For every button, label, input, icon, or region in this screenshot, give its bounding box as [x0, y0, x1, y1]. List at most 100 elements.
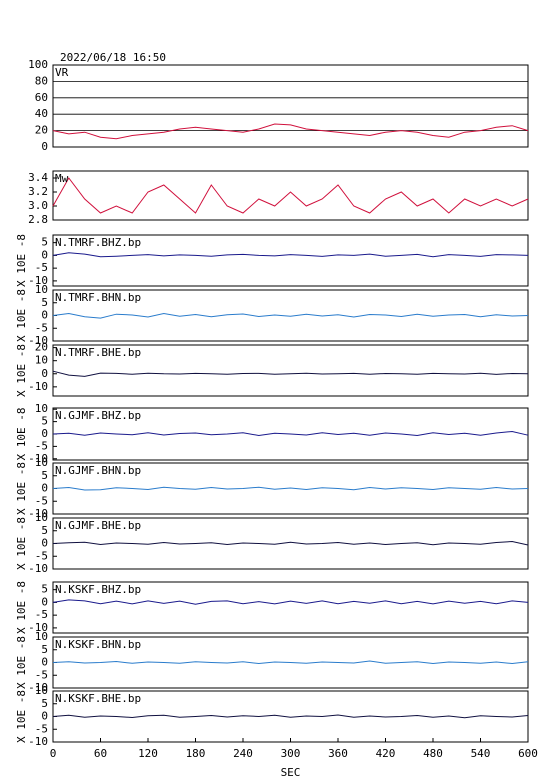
x-tick-label: 600: [518, 747, 538, 760]
y-axis-label: X 10E -8: [15, 690, 28, 743]
series-line: [52, 123, 529, 140]
y-tick-label: 10: [35, 354, 48, 367]
y-tick-label: 100: [28, 58, 48, 71]
y-tick-label: 5: [41, 583, 48, 596]
y-tick-label: -10: [28, 681, 48, 694]
y-tick-label: 0: [41, 595, 48, 608]
y-axis-label: X 10E -8: [15, 636, 28, 689]
y-tick-label: -10: [28, 452, 48, 465]
panel-frame: [52, 170, 529, 221]
y-tick-label: 3.4: [28, 171, 48, 184]
y-tick-label: 10: [35, 511, 48, 524]
x-tick-label: 120: [138, 747, 158, 760]
y-tick-label: -10: [28, 380, 48, 393]
y-tick-label: 5: [41, 697, 48, 710]
y-tick-label: 10: [35, 456, 48, 469]
y-tick-label: -5: [35, 549, 48, 562]
series-label: N.TMRF.BHN.bp: [55, 291, 141, 304]
y-tick-label: -5: [35, 494, 48, 507]
y-tick-label: 10: [35, 630, 48, 643]
series-label: N.GJMF.BHE.bp: [55, 519, 141, 532]
x-tick-label: 300: [281, 747, 301, 760]
y-tick-label: 0: [41, 309, 48, 322]
series-line: [52, 370, 529, 377]
series-label: N.KSKF.BHN.bp: [55, 638, 141, 651]
y-tick-label: -10: [28, 334, 48, 347]
x-tick-label: 240: [233, 747, 253, 760]
series-label: N.GJMF.BHZ.bp: [55, 409, 141, 422]
series-label: N.KSKF.BHE.bp: [55, 692, 141, 705]
series-label: Mw: [55, 172, 69, 185]
y-tick-label: -5: [35, 608, 48, 621]
y-tick-label: -10: [28, 507, 48, 520]
y-axis-label: X 10E -8: [15, 289, 28, 342]
y-tick-label: 5: [41, 524, 48, 537]
series-label: N.GJMF.BHN.bp: [55, 464, 141, 477]
chart-title: 2022/06/18 16:50: [60, 51, 166, 64]
y-axis-label: X 10E -8: [15, 408, 28, 461]
series-label: N.TMRF.BHZ.bp: [55, 236, 141, 249]
y-tick-label: 0: [41, 656, 48, 669]
y-tick-label: -10: [28, 562, 48, 575]
y-tick-label: -5: [35, 668, 48, 681]
y-tick-label: 5: [41, 296, 48, 309]
series-line: [52, 312, 529, 319]
y-tick-label: 10: [35, 402, 48, 415]
series-label: VR: [55, 66, 69, 79]
y-tick-label: 3.0: [28, 199, 48, 212]
y-tick-label: 0: [41, 427, 48, 440]
series-line: [52, 252, 529, 258]
y-tick-label: 0: [41, 367, 48, 380]
y-tick-label: 10: [35, 283, 48, 296]
y-tick-label: -10: [28, 621, 48, 634]
x-tick-label: 480: [423, 747, 443, 760]
y-tick-label: 5: [41, 236, 48, 249]
y-tick-label: -5: [35, 722, 48, 735]
y-tick-label: 0: [41, 248, 48, 261]
y-tick-label: -5: [35, 321, 48, 334]
y-tick-label: 80: [35, 74, 48, 87]
y-tick-label: 5: [41, 415, 48, 428]
y-tick-label: 0: [41, 537, 48, 550]
x-tick-label: 540: [471, 747, 491, 760]
y-tick-label: 2.8: [28, 213, 48, 226]
series-line: [52, 486, 529, 491]
y-axis-label: X 10E -8: [15, 462, 28, 515]
y-axis-label: X 10E -8: [15, 344, 28, 397]
y-tick-label: -10: [28, 274, 48, 287]
y-tick-label: 40: [35, 107, 48, 120]
panel-frame: [52, 581, 529, 634]
series-line: [52, 540, 529, 546]
series-line: [52, 599, 529, 605]
x-tick-label: 360: [328, 747, 348, 760]
x-axis-label: SEC: [281, 766, 301, 779]
y-tick-label: -5: [35, 439, 48, 452]
y-tick-label: 3.2: [28, 185, 48, 198]
series-line: [52, 714, 529, 719]
panel-frame: [52, 344, 529, 397]
y-tick-label: 60: [35, 91, 48, 104]
x-tick-label: 180: [186, 747, 206, 760]
x-tick-label: 0: [50, 747, 57, 760]
x-tick-label: 420: [376, 747, 396, 760]
y-tick-label: 0: [41, 140, 48, 153]
y-tick-label: 0: [41, 482, 48, 495]
series-label: N.KSKF.BHZ.bp: [55, 583, 141, 596]
panel-frame: [52, 234, 529, 287]
panel-frame: [52, 64, 529, 148]
y-axis-label: X 10E -8: [15, 517, 28, 570]
y-axis-label: X 10E -8: [15, 234, 28, 287]
series-line: [52, 177, 529, 214]
y-tick-label: 10: [35, 684, 48, 697]
y-tick-label: 20: [35, 124, 48, 137]
y-tick-label: 5: [41, 469, 48, 482]
x-tick-label: 60: [94, 747, 107, 760]
series-line: [52, 430, 529, 437]
y-tick-label: 0: [41, 710, 48, 723]
series-line: [52, 660, 529, 665]
series-label: N.TMRF.BHE.bp: [55, 346, 141, 359]
y-tick-label: 20: [35, 341, 48, 354]
y-axis-label: X 10E -8: [15, 581, 28, 634]
y-tick-label: 5: [41, 643, 48, 656]
